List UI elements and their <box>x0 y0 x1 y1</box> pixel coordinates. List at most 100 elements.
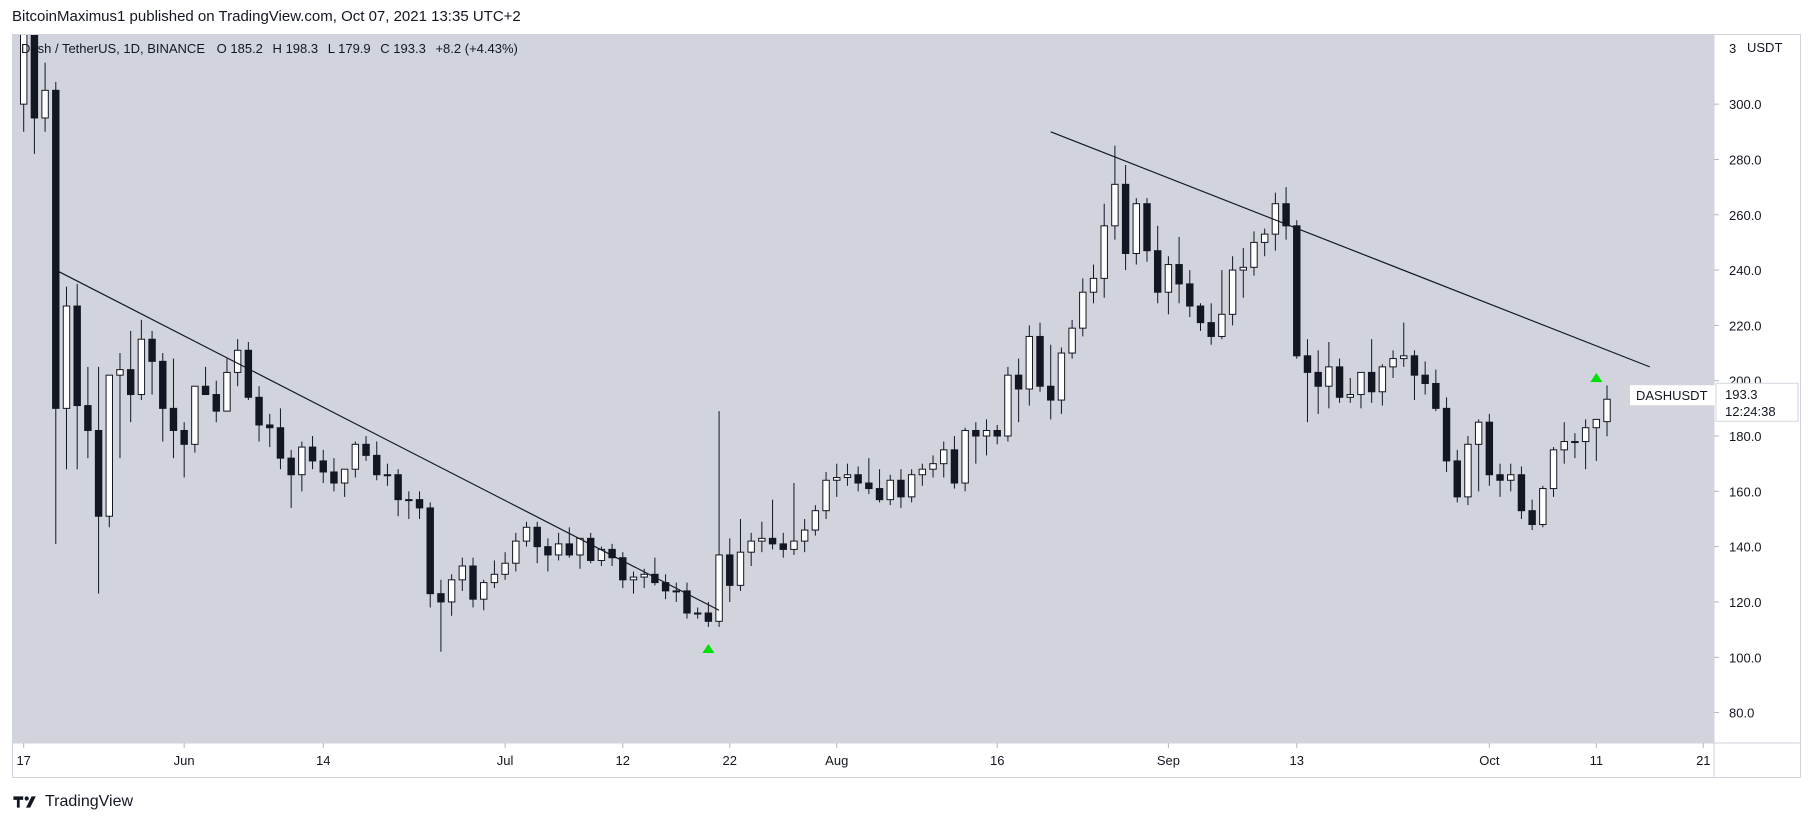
candle <box>1389 350 1397 378</box>
candles-layer <box>19 35 1611 652</box>
candle-body <box>779 543 787 550</box>
candle <box>137 319 146 401</box>
change-value: +8.2 (+4.43%) <box>435 41 517 56</box>
candle-body <box>982 429 991 437</box>
candle-body <box>1196 305 1205 324</box>
x-tick-label: 17 <box>16 753 30 768</box>
candle <box>1367 339 1376 403</box>
candle <box>693 607 702 619</box>
candle-body <box>522 526 531 542</box>
candle <box>875 469 884 503</box>
candle <box>298 441 306 492</box>
candle <box>1539 485 1547 528</box>
candle-body <box>501 562 509 575</box>
candle <box>73 283 81 470</box>
candle <box>1207 303 1215 345</box>
candle <box>1528 499 1536 531</box>
candle <box>554 532 563 561</box>
candle <box>276 408 285 470</box>
candle <box>41 62 49 132</box>
candle <box>1014 358 1023 423</box>
candle-body <box>1442 407 1451 462</box>
candle-body <box>1496 474 1504 481</box>
candle-body <box>458 565 467 581</box>
candle-body <box>148 338 156 362</box>
candle-body <box>715 554 723 622</box>
time-axis[interactable]: 17 Jun 14 Jul 12 22 Aug 16 Sep 13 Oct 11 21 <box>16 743 1711 768</box>
candle <box>159 353 167 442</box>
candle-body <box>544 546 552 556</box>
candle-body <box>373 454 381 476</box>
last-price-tag: DASHUSDT 193.3 12:24:38 <box>1630 382 1799 422</box>
candle <box>1303 339 1312 423</box>
candle-body <box>30 35 39 119</box>
candle-body <box>94 429 103 517</box>
candle <box>779 532 787 558</box>
symbol-tag-text: DASHUSDT <box>1636 388 1708 403</box>
candle-body <box>1539 488 1547 526</box>
candle-body <box>1014 374 1023 390</box>
candle-body <box>159 360 167 409</box>
candle-body <box>843 474 852 478</box>
candle <box>1549 447 1558 497</box>
candle-body <box>116 369 124 376</box>
candle <box>544 538 552 572</box>
candle-body <box>1121 183 1130 254</box>
candle <box>426 502 434 608</box>
candle <box>405 491 413 519</box>
candle-body <box>726 554 734 586</box>
candle-body <box>1079 291 1087 329</box>
candle-body <box>1528 510 1536 526</box>
candle <box>1068 319 1076 359</box>
candle <box>362 436 370 461</box>
axis-partial-top-label: 3 <box>1729 41 1736 56</box>
candle-body <box>747 540 755 553</box>
candle-body <box>1400 355 1408 360</box>
candlestick-chart[interactable]: Dash / TetherUS, 1D, BINANCE O 185.2 H 1… <box>13 35 1800 777</box>
candle-body <box>961 429 969 484</box>
candle-body <box>469 565 477 600</box>
candle <box>811 505 820 536</box>
candle <box>191 385 199 453</box>
candle <box>1442 397 1451 472</box>
candle <box>52 82 60 544</box>
candle <box>1346 377 1354 403</box>
candle-body <box>169 407 178 431</box>
candle <box>330 458 338 492</box>
candle <box>308 436 317 470</box>
x-tick-label: Sep <box>1157 753 1180 768</box>
close-label: C <box>380 41 389 56</box>
candle <box>480 579 488 611</box>
candle-body <box>41 89 49 119</box>
candle-body <box>554 543 563 556</box>
price-axis[interactable]: 300.0280.0260.0240.0220.0200.0180.0160.0… <box>1714 97 1762 721</box>
candle-body <box>929 463 937 470</box>
tradingview-brand: TradingView <box>45 793 134 810</box>
candle <box>340 468 349 497</box>
candle-body <box>1068 327 1076 354</box>
candle-body <box>1293 225 1301 357</box>
candle <box>1314 350 1322 414</box>
price-tag-value: 193.3 <box>1725 387 1758 402</box>
high-label: H <box>273 41 282 56</box>
candle <box>704 601 713 627</box>
candle-body <box>233 349 242 373</box>
candle <box>1004 366 1012 442</box>
candle <box>1132 198 1141 265</box>
candle-body <box>640 573 648 578</box>
candle-body <box>105 374 113 517</box>
candle <box>287 449 295 508</box>
candle <box>726 538 734 602</box>
y-tick-label: 180.0 <box>1729 429 1762 444</box>
candle-body <box>1517 474 1526 512</box>
chart-frame[interactable]: Dash / TetherUS, 1D, BINANCE O 185.2 H 1… <box>12 34 1801 778</box>
candle-body <box>993 429 1001 437</box>
candle-body <box>1432 382 1440 409</box>
candle <box>822 471 830 519</box>
tradingview-footer[interactable]: TradingView <box>13 793 133 811</box>
x-tick-label: Aug <box>825 753 848 768</box>
candle-body <box>1164 264 1173 293</box>
candle <box>672 582 680 602</box>
candle-body <box>576 537 584 556</box>
candle-body <box>212 394 220 412</box>
